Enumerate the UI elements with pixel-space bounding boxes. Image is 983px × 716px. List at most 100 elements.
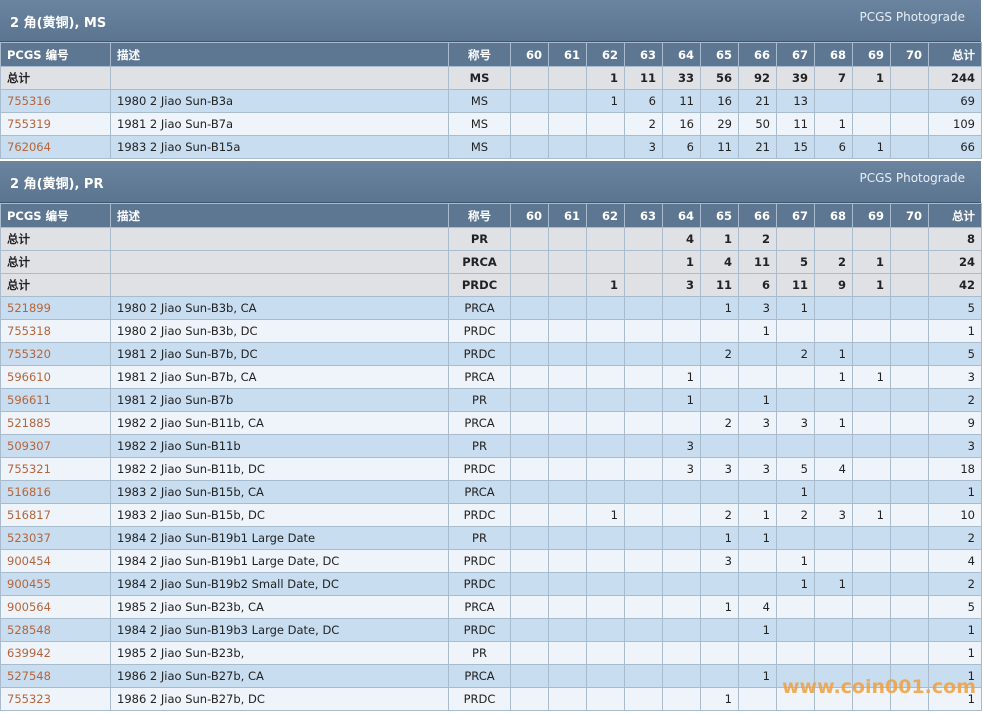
cell: PRCA xyxy=(448,595,511,619)
cell-text: PRCA xyxy=(462,255,497,269)
cell-text: 1 xyxy=(838,577,846,591)
cell-text: 1986 2 Jiao Sun-B27b, DC xyxy=(117,692,265,706)
cell: 50 xyxy=(738,112,777,136)
cell xyxy=(700,365,739,389)
cell: 1 xyxy=(852,273,891,297)
coin-row: 755318 1980 2 Jiao Sun-B3b, DC PRDC 1 1 xyxy=(0,319,982,343)
pcgs-number[interactable]: 755319 xyxy=(7,117,51,131)
cell-text: 2 xyxy=(967,577,975,591)
cell-text: 5 xyxy=(799,255,808,269)
cell-text: 5 xyxy=(967,600,975,614)
cell xyxy=(890,66,929,90)
cell xyxy=(510,273,549,297)
cell-text: 总计 xyxy=(7,255,30,269)
cell xyxy=(586,296,625,320)
cell-text: 1 xyxy=(800,554,808,568)
cell-text: 3 xyxy=(967,439,975,453)
photograde-link[interactable]: PCGS Photograde xyxy=(859,10,965,24)
cell: PR xyxy=(448,434,511,458)
cell: 6 xyxy=(662,135,701,159)
cell: 1984 2 Jiao Sun-B19b2 Small Date, DC xyxy=(110,572,449,596)
cell-text: PR xyxy=(472,393,487,407)
cell xyxy=(510,112,549,136)
pcgs-number[interactable]: 762064 xyxy=(7,140,51,154)
column-header: 称号 xyxy=(448,42,511,67)
cell xyxy=(776,526,815,550)
cell-text: PR xyxy=(472,439,487,453)
coin-row: 509307 1982 2 Jiao Sun-B11b PR 3 3 xyxy=(0,434,982,458)
pcgs-number[interactable]: 755316 xyxy=(7,94,51,108)
section-title: 2 角(黄铜), PR xyxy=(10,177,104,192)
cell-text: 11 xyxy=(639,71,656,85)
cell xyxy=(852,480,891,504)
cell xyxy=(662,549,701,573)
cell xyxy=(548,641,587,665)
cell: 4 xyxy=(700,250,739,274)
column-header: 称号 xyxy=(448,203,511,228)
photograde-link[interactable]: PCGS Photograde xyxy=(859,171,965,185)
pcgs-number[interactable]: 596610 xyxy=(7,370,51,384)
cell xyxy=(890,434,929,458)
cell: PRDC xyxy=(448,687,511,711)
cell-text: PRCA xyxy=(464,301,495,315)
pcgs-number[interactable]: 755320 xyxy=(7,347,51,361)
pcgs-number[interactable]: 639942 xyxy=(7,646,51,660)
cell xyxy=(510,296,549,320)
cell xyxy=(110,250,449,274)
pcgs-number[interactable]: 509307 xyxy=(7,439,51,453)
cell-text: 2 xyxy=(724,416,732,430)
cell: 1 xyxy=(586,273,625,297)
cell-text: 1 xyxy=(800,577,808,591)
pcgs-number[interactable]: 755323 xyxy=(7,692,51,706)
cell xyxy=(776,388,815,412)
cell: 1 xyxy=(662,365,701,389)
cell: PRCA xyxy=(448,296,511,320)
cell xyxy=(586,595,625,619)
cell: 523037 xyxy=(0,526,111,550)
pcgs-number[interactable]: 516816 xyxy=(7,485,51,499)
cell: 1983 2 Jiao Sun-B15b, DC xyxy=(110,503,449,527)
cell: 1980 2 Jiao Sun-B3b, DC xyxy=(110,319,449,343)
cell xyxy=(776,664,815,688)
cell-text: 10 xyxy=(960,508,975,522)
cell: 8 xyxy=(928,227,982,251)
cell xyxy=(814,480,853,504)
cell: 1981 2 Jiao Sun-B7b xyxy=(110,388,449,412)
pcgs-number[interactable]: 900455 xyxy=(7,577,51,591)
pcgs-number[interactable]: 755318 xyxy=(7,324,51,338)
pcgs-number[interactable]: 900564 xyxy=(7,600,51,614)
cell xyxy=(548,572,587,596)
cell-text: 4 xyxy=(685,232,694,246)
pcgs-number[interactable]: 900454 xyxy=(7,554,51,568)
cell xyxy=(586,434,625,458)
column-header: 67 xyxy=(776,203,815,228)
coin-row: 900454 1984 2 Jiao Sun-B19b1 Large Date, … xyxy=(0,549,982,573)
pcgs-number[interactable]: 528548 xyxy=(7,623,51,637)
cell: 11 xyxy=(624,66,663,90)
cell xyxy=(624,319,663,343)
pcgs-number[interactable]: 523037 xyxy=(7,531,51,545)
cell: 755318 xyxy=(0,319,111,343)
pcgs-number[interactable]: 516817 xyxy=(7,508,51,522)
pcgs-number[interactable]: 521885 xyxy=(7,416,51,430)
cell: 4 xyxy=(738,595,777,619)
cell xyxy=(814,641,853,665)
cell xyxy=(624,549,663,573)
cell xyxy=(510,572,549,596)
cell xyxy=(662,319,701,343)
cell xyxy=(852,457,891,481)
pcgs-number[interactable]: 596611 xyxy=(7,393,51,407)
pcgs-number[interactable]: 755321 xyxy=(7,462,51,476)
cell xyxy=(624,227,663,251)
pcgs-number[interactable]: 521899 xyxy=(7,301,51,315)
column-header: 69 xyxy=(852,42,891,67)
coin-row: 900564 1985 2 Jiao Sun-B23b, CA PRCA 1 4 5 xyxy=(0,595,982,619)
column-header: 60 xyxy=(510,42,549,67)
cell xyxy=(852,549,891,573)
cell xyxy=(890,572,929,596)
cell: PR xyxy=(448,388,511,412)
pcgs-number[interactable]: 527548 xyxy=(7,669,51,683)
cell-text: 1 xyxy=(609,71,618,85)
cell: 1 xyxy=(928,641,982,665)
